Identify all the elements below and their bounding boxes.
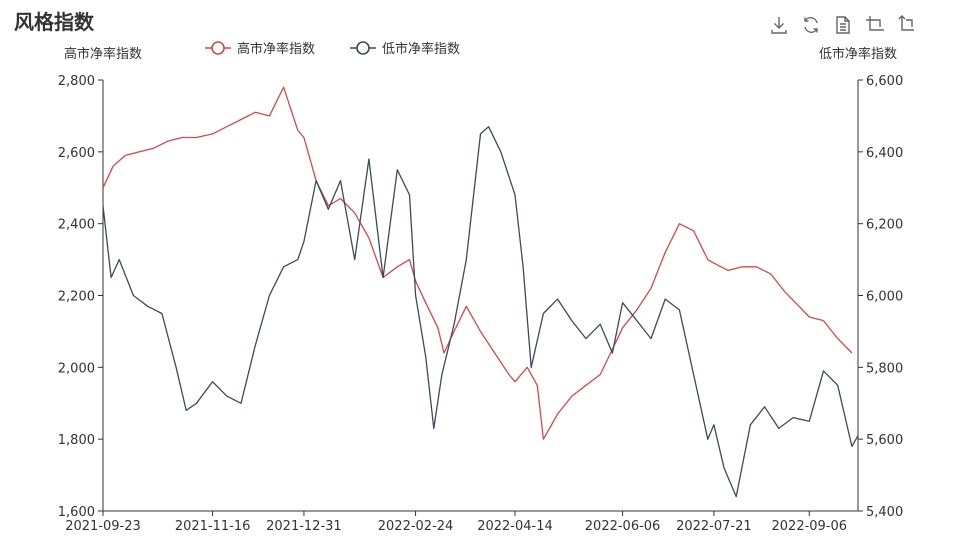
y-axis-right-label: 低市净率指数: [819, 46, 897, 62]
refresh-icon[interactable]: [798, 12, 824, 38]
chart-axes: 1,600 1,800 2,000 2,200 2,400 2,600 2,800 5,400…: [58, 74, 903, 534]
x-tick-label: 2022-04-14: [477, 519, 553, 534]
y-right-tick-label: 5,600: [866, 433, 903, 448]
zoom-icon[interactable]: [862, 12, 888, 38]
legend-label: 高市净率指数: [237, 41, 315, 57]
chart-toolbox: [766, 12, 920, 38]
y-left-tick-label: 2,400: [58, 218, 95, 233]
y-left-tick-label: 2,800: [58, 74, 95, 89]
x-tick-label: 2022-07-21: [676, 519, 752, 534]
y-axis-left-label: 高市净率指数: [64, 46, 142, 62]
y-right-tick-label: 5,800: [866, 361, 903, 376]
legend-circle-icon: [211, 41, 225, 55]
x-tick-label: 2021-09-23: [65, 519, 141, 534]
y-right-tick-label: 6,600: [866, 74, 903, 89]
y-left-tick-label: 1,600: [58, 505, 95, 520]
y-right-tick-label: 5,400: [866, 505, 903, 520]
x-tick-label: 2022-09-06: [772, 519, 848, 534]
series-line-high-pb: [102, 86, 853, 440]
chart-series: [102, 86, 859, 498]
x-tick-label: 2022-02-24: [378, 519, 454, 534]
y-right-tick-label: 6,000: [866, 290, 903, 305]
series-line-low-pb: [102, 126, 859, 498]
y-left-tick-label: 2,200: [58, 290, 95, 305]
y-right-tick-label: 6,400: [866, 146, 903, 161]
legend-item-high-pb[interactable]: 高市净率指数: [205, 41, 315, 57]
legend-circle-icon: [356, 41, 370, 55]
y-left-tick-label: 2,000: [58, 361, 95, 376]
legend-item-low-pb[interactable]: 低市净率指数: [350, 41, 460, 57]
legend-label: 低市净率指数: [382, 41, 460, 57]
y-left-tick-label: 2,600: [58, 146, 95, 161]
zoom-reset-icon[interactable]: [894, 12, 920, 38]
page-title: 风格指数: [14, 10, 94, 34]
x-tick-label: 2021-12-31: [266, 519, 342, 534]
y-left-tick-label: 1,800: [58, 433, 95, 448]
download-icon[interactable]: [766, 12, 792, 38]
data-view-icon[interactable]: [830, 12, 856, 38]
x-tick-label: 2021-11-16: [175, 519, 251, 534]
y-right-tick-label: 6,200: [866, 218, 903, 233]
x-tick-label: 2022-06-06: [585, 519, 661, 534]
chart-legend: 高市净率指数 低市净率指数: [205, 41, 460, 57]
